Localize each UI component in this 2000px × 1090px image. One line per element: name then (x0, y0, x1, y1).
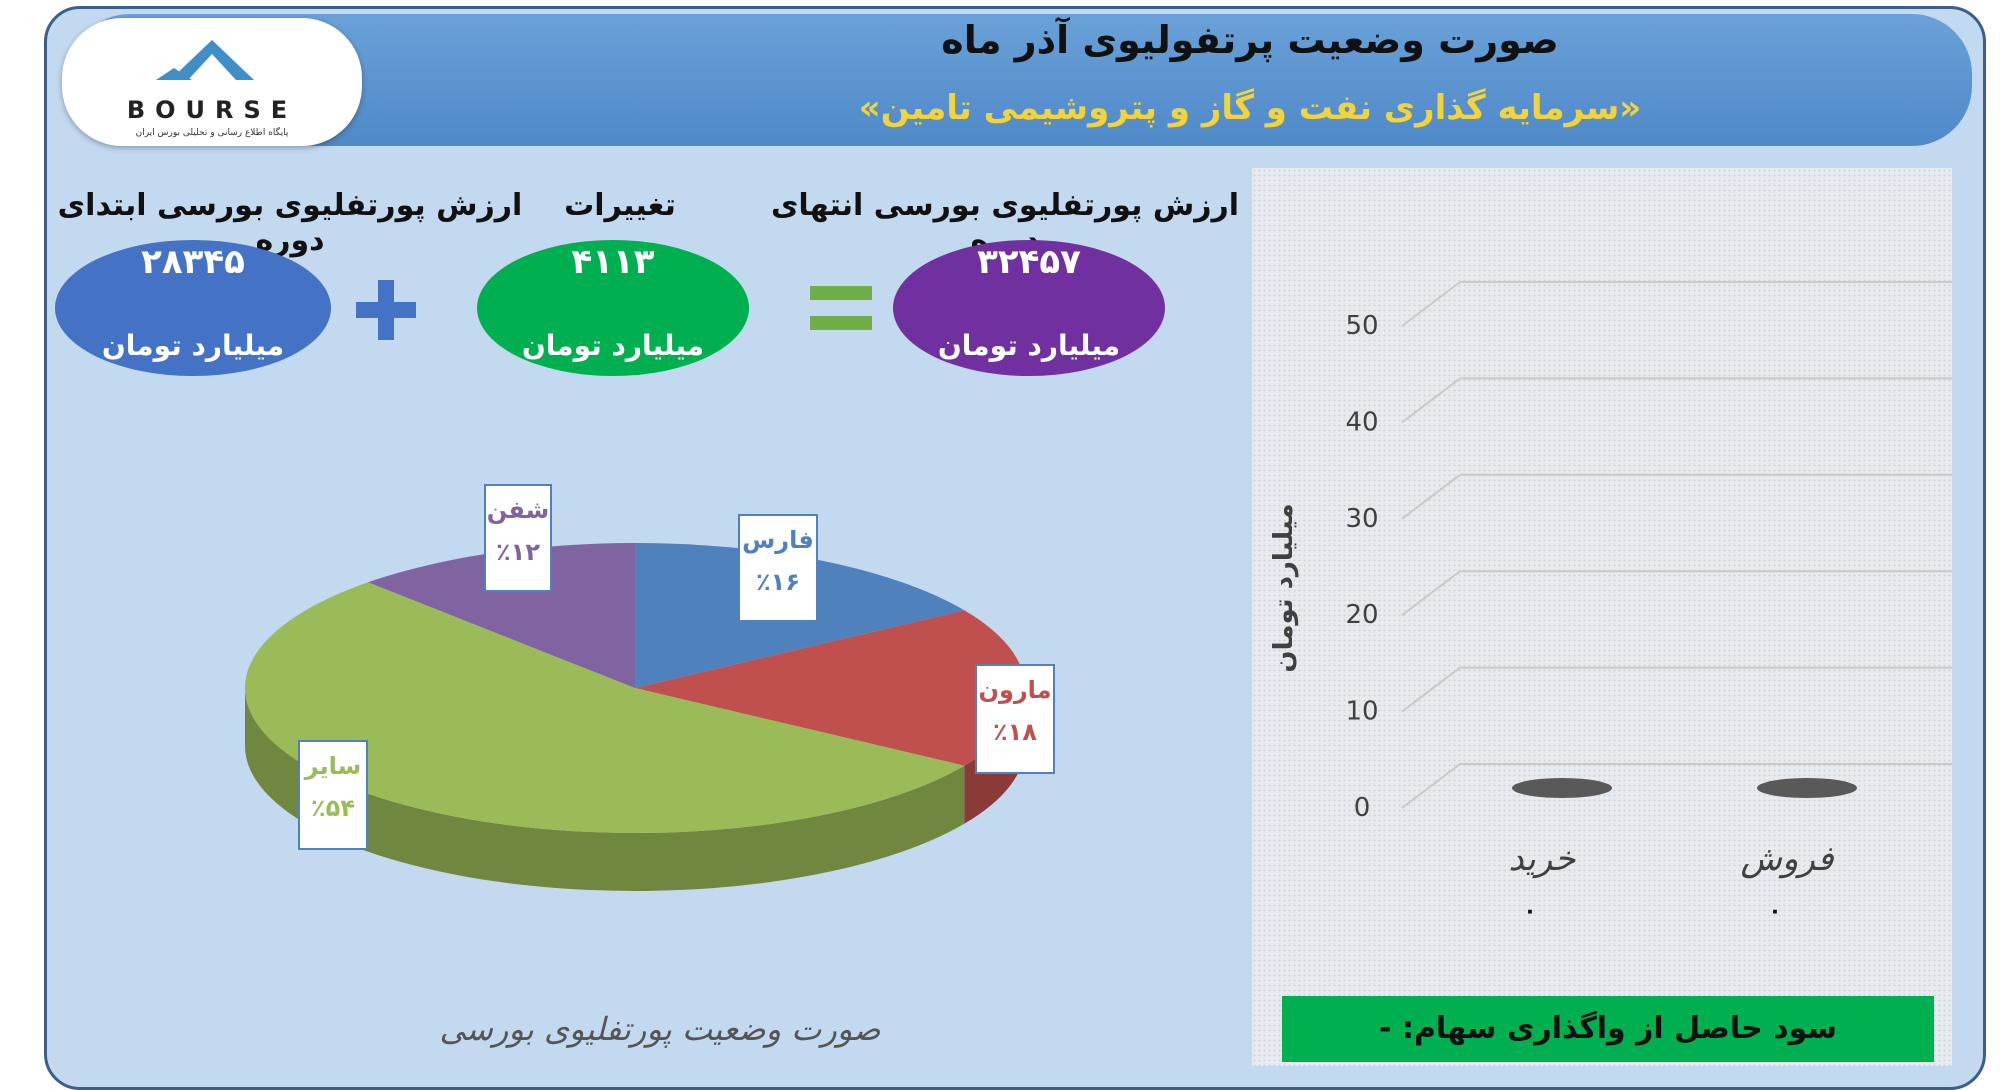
pie-label-other: سایر ٪۵۴ (298, 740, 368, 850)
change-label: تغییرات (564, 188, 676, 223)
y-tick-label: 20 (1345, 600, 1378, 630)
end-value-unit: میلیارد تومان (937, 329, 1121, 362)
start-value: ۲۸۳۴۵ (141, 242, 245, 282)
bar-1 (1757, 778, 1857, 798)
pie-label-name: مارون (978, 676, 1052, 704)
page-subtitle: «سرمایه گذاری نفت و گاز و پتروشیمی تامین… (858, 88, 1642, 128)
grid-diagonal (1401, 377, 1461, 424)
pie-slice-2 (245, 582, 965, 833)
pie-slice-1 (635, 610, 1025, 766)
bar-data-label: ۰ (1768, 899, 1781, 924)
logo-text: BOURSE (126, 96, 298, 124)
start-value-unit: میلیارد تومان (101, 329, 285, 362)
pie-label-percent: ٪۱۶ (756, 568, 800, 596)
pie-label-fars: فارس ٪۱۶ (738, 514, 818, 622)
x-tick-label: خرید (1508, 839, 1576, 879)
logo-subtitle: پایگاه اطلاع رسانی و تحلیلی بورس ایران (135, 128, 289, 138)
change-unit: میلیارد تومان (521, 329, 705, 362)
pie-label-percent: ٪۵۴ (311, 794, 355, 822)
end-value-oval: ۳۲۴۵۷ میلیارد تومان (893, 240, 1165, 376)
grid-diagonal (1401, 763, 1461, 809)
change-value: ۴۱۱۳ (571, 242, 655, 282)
page-title: صورت وضعیت پرتفولیوی آذر ماه (941, 18, 1559, 62)
x-tick-label: فروش (1741, 839, 1835, 879)
bar-data-label: ۰ (1523, 899, 1536, 924)
y-tick-label: 0 (1354, 793, 1371, 823)
y-tick-label: 10 (1345, 697, 1378, 727)
portfolio-pie-chart (244, 543, 1026, 891)
start-value-oval: ۲۸۳۴۵ میلیارد تومان (55, 240, 331, 376)
pie-caption: صورت وضعیت پورتفلیوی بورسی (439, 1010, 881, 1048)
pie-label-maroon: مارون ٪۱۸ (975, 664, 1055, 774)
grid-diagonal (1401, 666, 1461, 713)
y-axis-label: میلیارد تومان (1269, 503, 1299, 672)
pie-label-name: فارس (742, 526, 814, 554)
pie-label-shefan: شفن ٪۱۲ (484, 484, 552, 592)
profit-from-sales-bar: سود حاصل از واگذاری سهام: - (1282, 996, 1934, 1062)
y-tick-label: 40 (1345, 407, 1378, 437)
pie-slice-3 (368, 543, 635, 688)
bar-0 (1512, 778, 1612, 798)
pie-label-percent: ٪۱۸ (993, 718, 1037, 746)
grid-diagonal (1401, 570, 1461, 616)
grid-diagonal (1401, 474, 1461, 520)
trade-chart-panel (1252, 168, 1952, 1066)
pie-side-2 (244, 688, 965, 891)
start-value-label: ارزش پورتفلیوی بورسی ابتدای دوره (57, 188, 523, 258)
pie-label-name: شفن (486, 496, 550, 524)
logo-mark-icon (156, 40, 254, 80)
header-banner (70, 14, 1972, 146)
logo: BOURSE پایگاه اطلاع رسانی و تحلیلی بورس … (62, 18, 362, 146)
grid-diagonal (1401, 281, 1461, 327)
y-tick-label: 30 (1345, 504, 1378, 534)
trade-bar-chart: میلیارد تومان 0 10 20 30 40 50 خرید ۰ فروش ۰ (1269, 281, 1952, 924)
end-value: ۳۲۴۵۷ (977, 242, 1081, 282)
change-oval: ۴۱۱۳ میلیارد تومان (477, 240, 749, 376)
pie-label-name: سایر (304, 752, 362, 780)
pie-label-percent: ٪۱۲ (496, 538, 540, 566)
y-tick-label: 50 (1345, 311, 1378, 341)
